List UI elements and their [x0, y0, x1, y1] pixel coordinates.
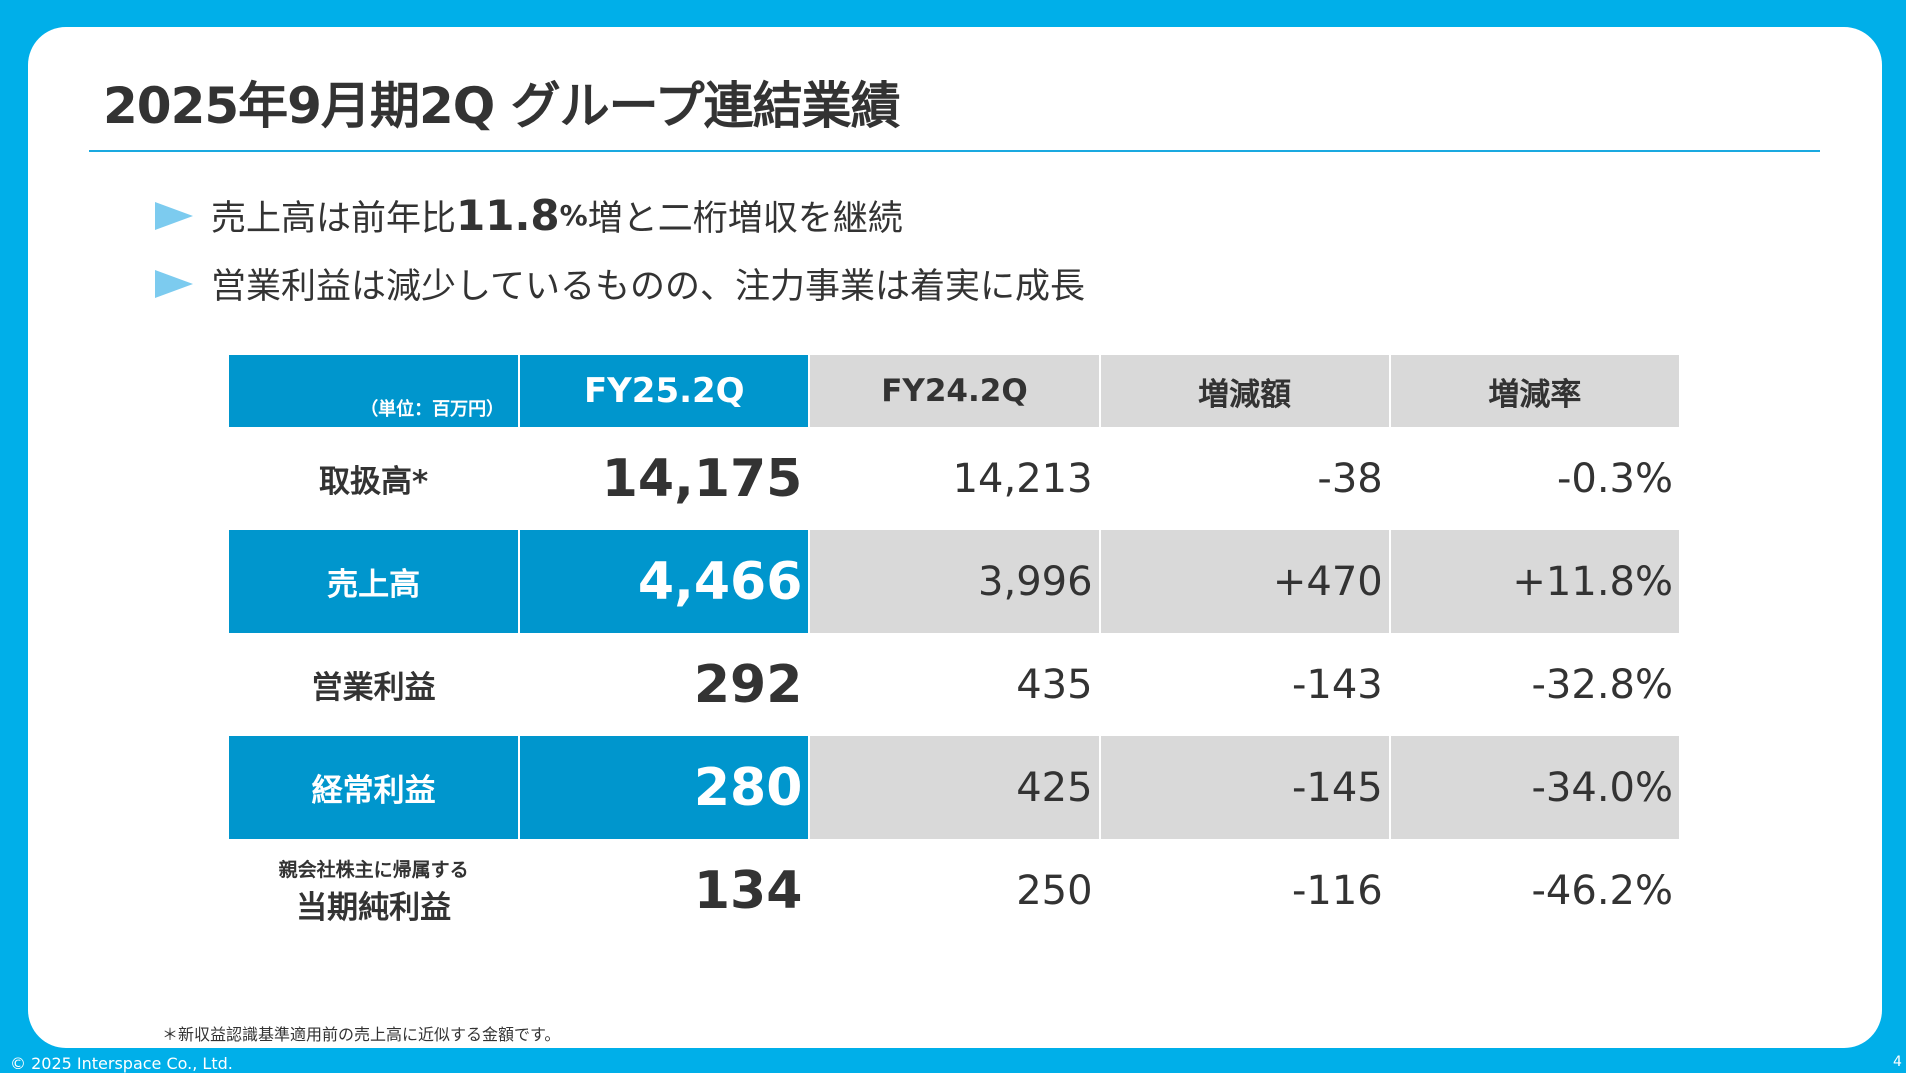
cell-fy25: 292 [519, 633, 811, 736]
bullet-highlight: 11.8 [456, 191, 560, 240]
cell-change: -38 [1099, 427, 1391, 530]
triangle-bullet-icon [155, 269, 193, 298]
copyright: © 2025 Interspace Co., Ltd. [10, 1054, 233, 1073]
header-fy25: FY25.2Q [519, 355, 811, 427]
bullet-1: 売上高は前年比 11.8% 増と二桁増収を継続 [155, 190, 903, 241]
slide-title: 2025年9月期2Q グループ連結業績 [103, 77, 901, 135]
cell-rate: -0.3% [1389, 427, 1682, 530]
row-label: 売上高 [229, 530, 521, 633]
title-divider [89, 150, 1820, 152]
row-label: 経常利益 [229, 736, 521, 839]
cell-rate: -46.2% [1389, 839, 1682, 942]
bullet-text: 営業利益は減少しているものの、注力事業は着実に成長 [211, 267, 1085, 307]
cell-fy25: 14,175 [519, 427, 811, 530]
cell-rate: -32.8% [1389, 633, 1682, 736]
cell-rate: +11.8% [1389, 530, 1682, 633]
cell-fy24: 14,213 [809, 427, 1101, 530]
row-label: 取扱高* [229, 427, 521, 530]
page-number: 4 [1893, 1054, 1902, 1070]
header-rate: 増減率 [1389, 355, 1682, 427]
footnote: ＊新収益認識基準適用前の売上高に近似する金額です。 [162, 1025, 561, 1044]
unit-label: （単位：百万円） [229, 355, 521, 427]
results-table: （単位：百万円） FY25.2Q FY24.2Q 増減額 増減率 取扱高* 14… [229, 355, 1682, 942]
cell-fy25: 280 [519, 736, 811, 839]
table-row: 取扱高* 14,175 14,213 -38 -0.3% [229, 427, 1682, 530]
cell-change: -116 [1099, 839, 1391, 942]
cell-fy24: 250 [809, 839, 1101, 942]
cell-fy25: 134 [519, 839, 811, 942]
triangle-bullet-icon [155, 201, 193, 230]
cell-fy24: 425 [809, 736, 1101, 839]
row-label: 営業利益 [229, 633, 521, 736]
cell-change: -143 [1099, 633, 1391, 736]
row-label-text: 当期純利益 [296, 889, 452, 926]
cell-change: +470 [1099, 530, 1391, 633]
bullet-percent: % [559, 199, 588, 232]
bullet-text: 売上高は前年比 [211, 199, 457, 239]
table-row: 売上高 4,466 3,996 +470 +11.8% [229, 530, 1682, 633]
table-row: 経常利益 280 425 -145 -34.0% [229, 736, 1682, 839]
row-sublabel: 親会社株主に帰属する [278, 858, 469, 881]
row-label: 親会社株主に帰属する当期純利益 [229, 839, 521, 942]
cell-fy24: 435 [809, 633, 1101, 736]
table-row: 営業利益 292 435 -143 -32.8% [229, 633, 1682, 736]
table-header: （単位：百万円） FY25.2Q FY24.2Q 増減額 増減率 [229, 355, 1682, 427]
table-row: 親会社株主に帰属する当期純利益 134 250 -116 -46.2% [229, 839, 1682, 942]
cell-fy25: 4,466 [519, 530, 811, 633]
cell-rate: -34.0% [1389, 736, 1682, 839]
bullet-text: 増と二桁増収を継続 [587, 199, 903, 239]
cell-fy24: 3,996 [809, 530, 1101, 633]
bullet-2: 営業利益は減少しているものの、注力事業は着実に成長 [155, 258, 1085, 309]
header-fy24: FY24.2Q [809, 355, 1101, 427]
cell-change: -145 [1099, 736, 1391, 839]
header-change: 増減額 [1099, 355, 1391, 427]
